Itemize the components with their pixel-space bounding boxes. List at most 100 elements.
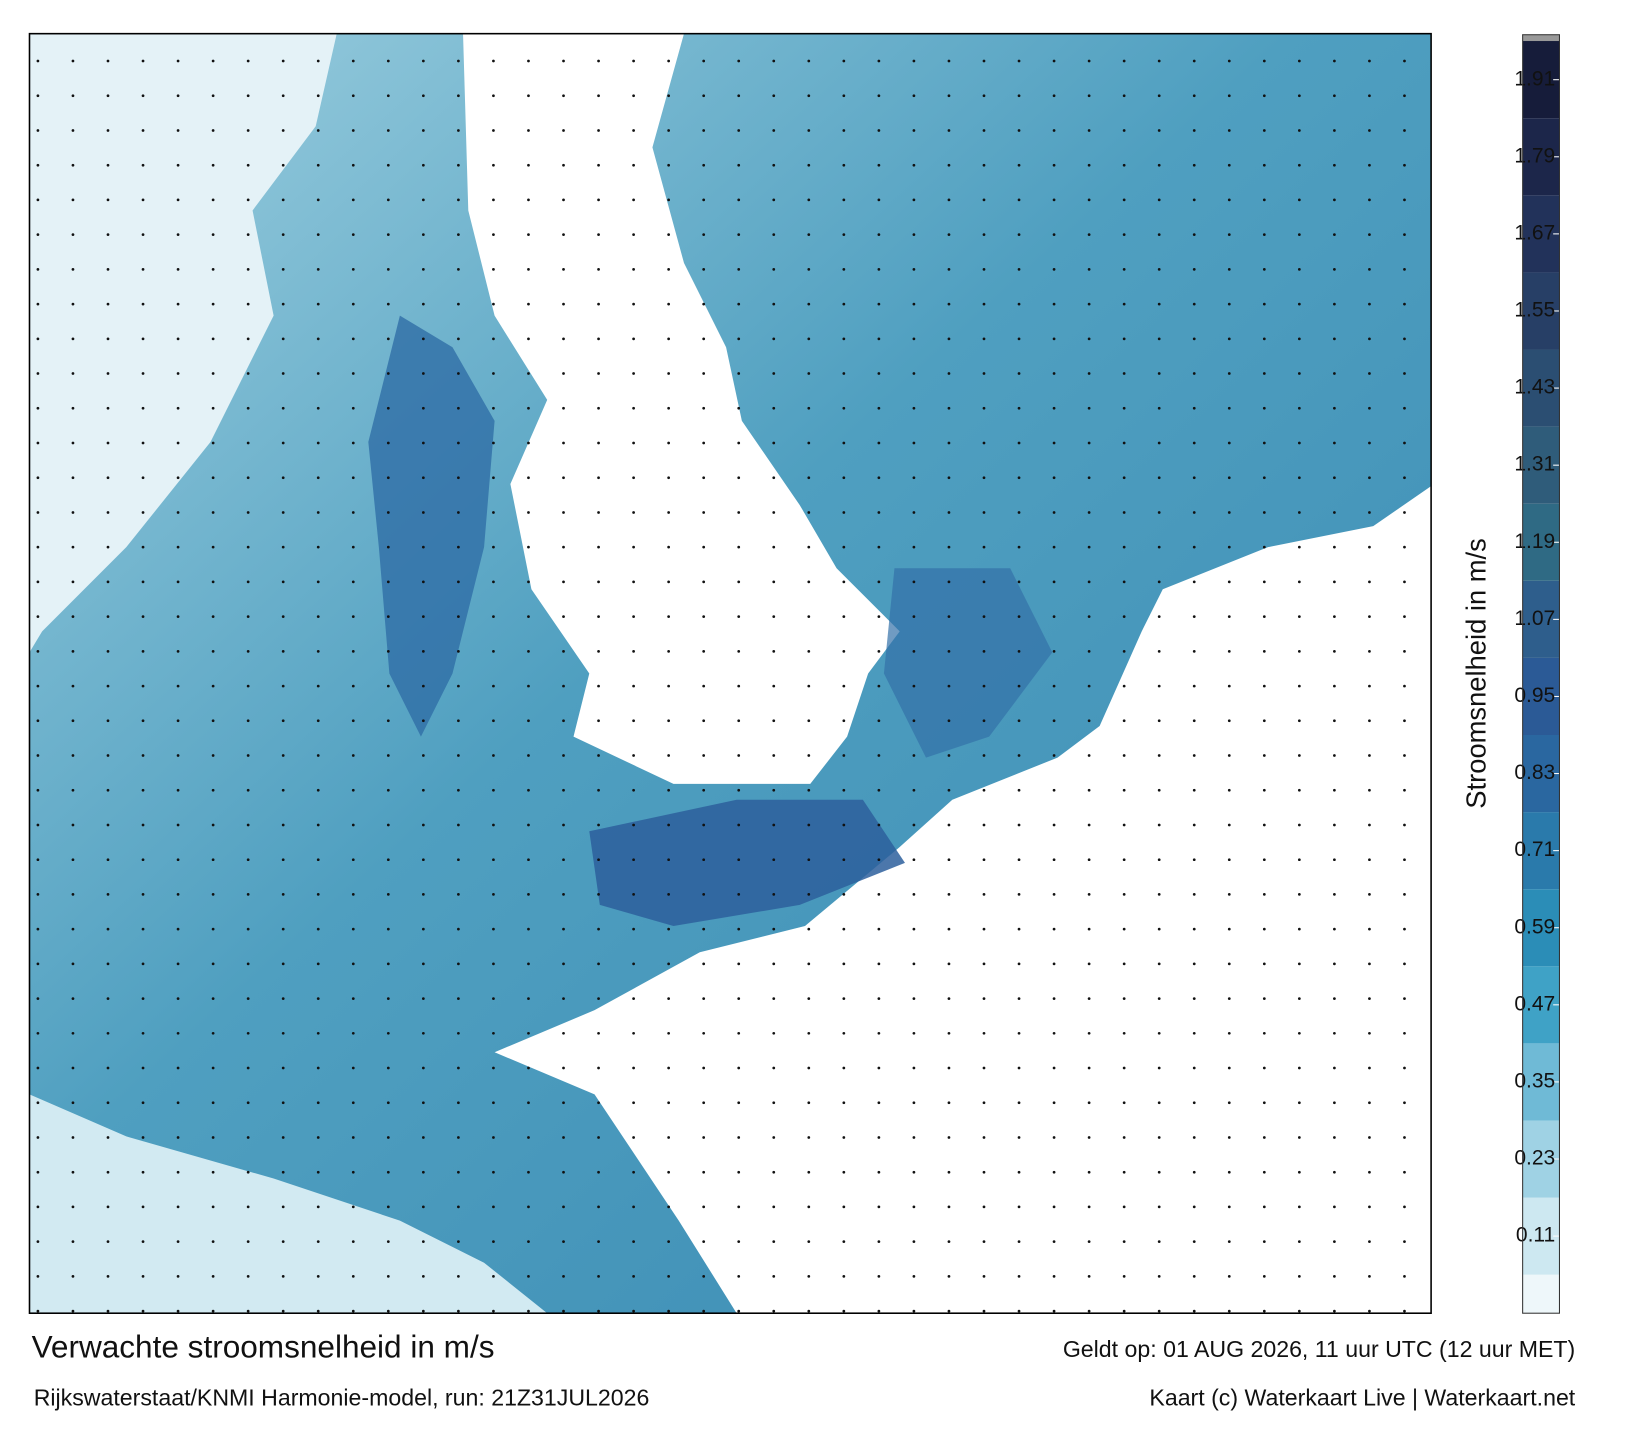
grid-dot [1333, 754, 1336, 757]
grid-dot [1403, 858, 1406, 862]
grid-dot [141, 59, 145, 63]
grid-dot [632, 1205, 635, 1209]
grid-dot [912, 233, 916, 237]
grid-dot [737, 1170, 741, 1174]
grid-dot [457, 1066, 460, 1070]
grid-dot [912, 1136, 916, 1139]
grid-dot [632, 1031, 635, 1035]
grid-dot [772, 1309, 776, 1313]
grid-dot [632, 1136, 635, 1139]
grid-dot [457, 615, 460, 618]
grid-dot [106, 684, 110, 688]
grid-dot [1192, 59, 1196, 63]
grid-dot [457, 198, 460, 202]
grid-dot [1122, 406, 1126, 410]
grid-dot [632, 962, 635, 966]
grid-dot [1227, 754, 1231, 757]
grid-dot [807, 337, 811, 341]
grid-dot [492, 1240, 495, 1244]
grid-dot [421, 788, 425, 792]
grid-dot [457, 372, 460, 375]
grid-dot [106, 962, 110, 966]
grid-dot [947, 962, 951, 966]
grid-dot [562, 615, 565, 618]
grid-dot [141, 94, 145, 98]
grid-dot [982, 1031, 986, 1035]
grid-dot [1368, 545, 1371, 549]
grid-dot [176, 129, 180, 132]
grid-dot [1122, 129, 1126, 132]
grid-dot [807, 927, 811, 931]
grid-dot [246, 59, 250, 63]
grid-dot [316, 997, 320, 1000]
grid-dot [737, 59, 741, 63]
grid-dot [492, 198, 495, 202]
grid-dot [1403, 476, 1406, 480]
grid-dot [1157, 684, 1161, 688]
grid-dot [1017, 441, 1021, 445]
grid-dot [176, 788, 180, 792]
grid-dot [211, 406, 215, 410]
grid-dot [562, 1275, 565, 1278]
grid-dot [982, 406, 986, 410]
grid-dot [842, 406, 846, 410]
grid-dot [1262, 511, 1266, 514]
grid-dot [457, 1309, 460, 1313]
grid-dot [772, 198, 776, 202]
grid-dot [176, 94, 180, 98]
grid-dot [316, 893, 320, 896]
grid-dot [1368, 1275, 1371, 1278]
grid-dot [1297, 580, 1301, 584]
grid-dot [1052, 1309, 1056, 1313]
grid-dot [457, 545, 460, 549]
grid-dot [1122, 649, 1126, 653]
grid-dot [632, 1240, 635, 1244]
grid-dot [842, 962, 846, 966]
grid-dot [562, 823, 565, 827]
grid-dot [1368, 962, 1371, 966]
grid-dot [667, 545, 671, 549]
grid-dot [71, 962, 75, 966]
grid-dot [1017, 1309, 1021, 1313]
grid-dot [1087, 372, 1091, 375]
grid-dot [421, 441, 425, 445]
grid-dot [737, 163, 741, 167]
grid-dot [1333, 406, 1336, 410]
grid-dot [246, 476, 250, 480]
grid-dot [527, 94, 530, 98]
grid-dot [1192, 1066, 1196, 1070]
grid-dot [1403, 1240, 1406, 1244]
grid-dot [1157, 337, 1161, 341]
grid-dot [807, 649, 811, 653]
grid-dot [36, 1101, 40, 1105]
grid-dot [1333, 441, 1336, 445]
grid-dot [1403, 615, 1406, 618]
grid-dot [386, 615, 390, 618]
grid-dot [457, 962, 460, 966]
grid-dot [912, 1066, 916, 1070]
grid-dot [281, 129, 285, 132]
grid-dot [351, 962, 355, 966]
grid-dot [1227, 893, 1231, 896]
grid-dot [632, 927, 635, 931]
grid-dot [386, 233, 390, 237]
grid-dot [947, 719, 951, 723]
grid-dot [421, 511, 425, 514]
grid-dot [281, 233, 285, 237]
grid-dot [1297, 719, 1301, 723]
grid-dot [71, 893, 75, 896]
grid-dot [877, 545, 881, 549]
colorbar-tick-label: 1.19 [1514, 530, 1555, 553]
colorbar-tick-label: 0.95 [1514, 684, 1555, 707]
grid-dot [632, 198, 635, 202]
colorbar-tick-label: 1.31 [1514, 453, 1555, 476]
grid-dot [1333, 1205, 1336, 1209]
grid-dot [702, 406, 706, 410]
grid-dot [1262, 406, 1266, 410]
grid-dot [246, 1240, 250, 1244]
grid-dot [1403, 754, 1406, 757]
grid-dot [176, 406, 180, 410]
grid-dot [842, 649, 846, 653]
grid-dot [36, 59, 40, 63]
grid-dot [807, 580, 811, 584]
